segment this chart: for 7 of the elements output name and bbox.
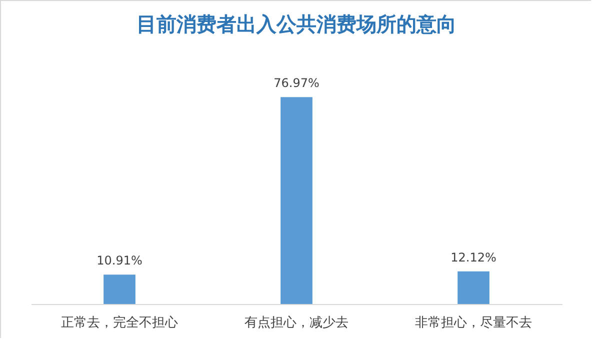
x-tick-label: 正常去，完全不担心 — [61, 314, 178, 330]
data-label: 10.91% — [96, 254, 142, 268]
x-tick-label: 有点担心，减少去 — [244, 314, 348, 330]
x-tick-label: 非常担心，尽量不去 — [415, 314, 532, 330]
chart-title: 目前消费者出入公共消费场所的意向 — [136, 12, 456, 36]
data-label: 76.97% — [274, 76, 320, 90]
data-label: 12.12% — [450, 250, 496, 264]
